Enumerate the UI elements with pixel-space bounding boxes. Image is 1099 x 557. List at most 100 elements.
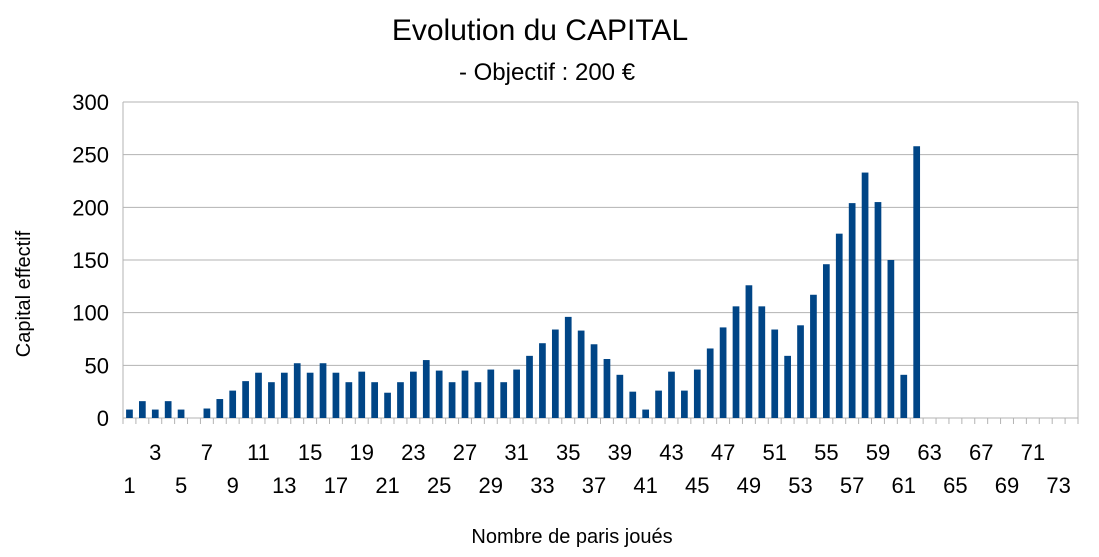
bar: [771, 329, 779, 418]
y-tick-label: 250: [72, 143, 109, 168]
x-tick-label: 43: [659, 440, 683, 465]
bar: [397, 382, 404, 418]
bar: [306, 372, 314, 418]
bar: [758, 306, 766, 418]
bar: [435, 370, 443, 418]
bar: [319, 363, 327, 418]
x-tick-label: 73: [1046, 473, 1070, 498]
bar: [345, 382, 353, 418]
bar: [835, 233, 843, 418]
bar: [422, 360, 430, 418]
x-tick-label: 25: [427, 473, 451, 498]
x-tick-label: 31: [504, 440, 528, 465]
bar: [151, 409, 159, 418]
bar: [577, 330, 585, 418]
bar: [732, 306, 740, 418]
bar: [474, 382, 482, 418]
bar: [487, 369, 495, 418]
bar: [242, 381, 249, 418]
bar: [448, 382, 456, 418]
x-tick-label: 51: [762, 440, 786, 465]
bar: [693, 369, 701, 418]
bar: [616, 374, 624, 418]
bar: [255, 372, 262, 418]
bar: [913, 146, 921, 419]
bar: [126, 409, 133, 418]
x-tick-label: 45: [685, 473, 709, 498]
bar: [564, 316, 572, 418]
x-tick-label: 37: [582, 473, 606, 498]
x-tick-label: 35: [556, 440, 580, 465]
bar: [655, 390, 662, 418]
x-tick-label: 27: [453, 440, 477, 465]
bars: [126, 146, 921, 419]
y-tick-labels: 0 50 100 150 200 250 300: [72, 90, 109, 431]
bar: [177, 409, 185, 418]
bar: [500, 382, 508, 418]
x-tick-label: 15: [298, 440, 322, 465]
x-tick-label: 57: [840, 473, 864, 498]
x-tick-label: 63: [917, 440, 941, 465]
x-tick-label: 39: [608, 440, 632, 465]
x-tick-label: 71: [1021, 440, 1045, 465]
y-axis-label: Capital effectif: [13, 230, 35, 357]
x-tick-label: 29: [479, 473, 503, 498]
bar: [551, 329, 559, 418]
bar: [745, 285, 753, 418]
y-tick-label: 200: [72, 195, 109, 220]
y-tick-label: 0: [97, 406, 109, 431]
x-tick-label: 53: [788, 473, 812, 498]
bar: [642, 409, 650, 418]
bar: [668, 371, 675, 418]
x-tick-label: 23: [401, 440, 425, 465]
bar: [513, 369, 520, 418]
bar: [887, 260, 895, 418]
bar: [293, 363, 301, 418]
x-tick-label: 55: [814, 440, 838, 465]
x-tick-label: 7: [201, 440, 213, 465]
bar: [358, 371, 366, 418]
x-tick-label: 67: [969, 440, 993, 465]
x-tick-label: 65: [943, 473, 967, 498]
chart-subtitle: - Objectif : 200 €: [459, 59, 636, 86]
bar: [539, 343, 546, 418]
bar: [784, 355, 791, 418]
bar: [216, 399, 224, 418]
x-axis-label: Nombre de paris joués: [471, 526, 672, 548]
bar: [203, 408, 211, 418]
bar: [874, 202, 882, 418]
x-tick-label: 11: [247, 440, 270, 465]
x-tick-label: 41: [633, 473, 657, 498]
bar: [719, 327, 727, 418]
bar: [848, 203, 856, 418]
x-tick-label: 3: [149, 440, 161, 465]
x-tick-label: 13: [272, 473, 296, 498]
bar: [461, 370, 469, 418]
y-tick-label: 50: [85, 353, 109, 378]
x-tick-label: 19: [350, 440, 374, 465]
bar: [822, 264, 830, 418]
x-tick-label: 1: [123, 473, 135, 498]
y-tick-label: 100: [72, 301, 109, 326]
chart-title: Evolution du CAPITAL: [392, 14, 688, 47]
bar: [164, 401, 172, 418]
bar: [280, 372, 288, 418]
y-tick-label: 300: [72, 90, 109, 115]
bar: [706, 348, 714, 418]
x-tick-label: 9: [227, 473, 239, 498]
x-tick-label: 69: [995, 473, 1019, 498]
y-tick-label: 150: [72, 248, 109, 273]
x-tick-label: 17: [324, 473, 348, 498]
bar: [629, 391, 637, 418]
x-tick-label: 5: [175, 473, 187, 498]
x-tick-label: 33: [530, 473, 554, 498]
x-tick-label: 21: [375, 473, 399, 498]
bar: [268, 382, 275, 418]
bar: [139, 401, 146, 418]
bar: [681, 390, 688, 418]
bar: [332, 372, 340, 418]
x-tick-labels: 1357911131517192123252729313335373941434…: [123, 440, 1071, 498]
bar: [603, 359, 611, 418]
x-tick-label: 49: [737, 473, 761, 498]
